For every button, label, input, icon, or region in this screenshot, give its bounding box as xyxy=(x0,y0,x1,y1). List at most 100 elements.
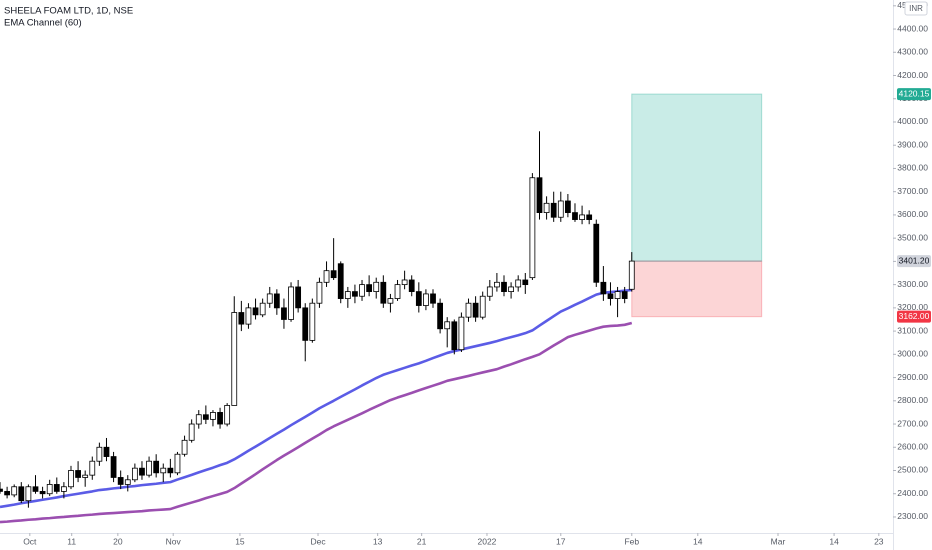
currency-box xyxy=(904,1,928,16)
y-tick-label: 4300.00 xyxy=(897,47,928,57)
candle-body xyxy=(53,484,60,492)
candle-body xyxy=(18,486,25,502)
candle-body xyxy=(394,284,401,299)
x-tick-label: 21 xyxy=(417,536,427,546)
x-tick-label: Oct xyxy=(23,536,37,546)
candle-body xyxy=(330,270,337,279)
candle-body xyxy=(238,312,245,325)
candle-body xyxy=(32,486,39,492)
candle-body xyxy=(188,423,195,441)
candle-body xyxy=(437,302,443,330)
candle-body xyxy=(501,281,507,292)
candle-body xyxy=(557,200,564,218)
y-tick-label: 3900.00 xyxy=(897,139,928,149)
x-tick-label: 14 xyxy=(693,536,703,546)
candle-body xyxy=(131,467,138,481)
stop-zone xyxy=(631,260,763,318)
candle-body xyxy=(75,470,81,478)
y-tick-label: 2800.00 xyxy=(897,395,928,405)
price-badge-label: 3401.20 xyxy=(899,255,930,265)
candle-body xyxy=(167,467,174,474)
candle-body xyxy=(96,446,103,462)
price-badge xyxy=(897,310,931,323)
x-tick-label: Nov xyxy=(166,536,182,546)
candle-body xyxy=(359,284,365,297)
candle-body xyxy=(628,260,635,290)
candle-body xyxy=(550,202,557,218)
candle-body xyxy=(110,456,117,478)
candle-body xyxy=(25,486,32,502)
candle-body xyxy=(465,302,472,318)
candle-body xyxy=(103,446,110,457)
y-tick-label: 3800.00 xyxy=(897,163,928,173)
candle-body xyxy=(366,284,373,292)
candle-body xyxy=(508,286,514,292)
price-badge-label: 3162.00 xyxy=(899,311,930,321)
price-badge xyxy=(897,255,931,268)
y-tick-label: 3100.00 xyxy=(897,325,928,335)
candle-body xyxy=(68,470,74,488)
candle-body xyxy=(572,212,578,220)
x-tick-label: 17 xyxy=(556,536,566,546)
candle-body xyxy=(479,295,486,318)
candle-body xyxy=(387,298,394,304)
candle-body xyxy=(522,279,529,286)
candle-body xyxy=(600,281,607,295)
candle-body xyxy=(352,291,358,297)
y-tick-label: 3600.00 xyxy=(897,209,928,219)
candle-body xyxy=(61,486,67,492)
plot-area xyxy=(0,93,763,524)
candle-body xyxy=(174,453,181,474)
x-tick-label: 13 xyxy=(373,536,383,546)
candle-body xyxy=(494,281,500,288)
candle-body xyxy=(451,321,458,351)
candle-body xyxy=(515,279,522,288)
candle-body xyxy=(586,214,593,220)
y-tick-label: 2500.00 xyxy=(897,465,928,475)
candle-body xyxy=(614,291,621,299)
candle-body xyxy=(82,474,89,478)
chart-title: SHEELA FOAM LTD, 1D, NSE xyxy=(4,6,133,17)
candle-body xyxy=(210,412,216,420)
candle-body xyxy=(160,467,167,474)
candle-body xyxy=(11,486,18,496)
x-tick-label: 2022 xyxy=(478,536,497,546)
candle-body xyxy=(266,293,273,304)
ema-line xyxy=(0,288,632,509)
candle-body xyxy=(486,286,493,297)
candle-body xyxy=(401,279,408,286)
x-tick-label: 20 xyxy=(113,536,123,546)
target-zone xyxy=(631,93,763,262)
y-tick-label: 2700.00 xyxy=(897,418,928,428)
currency-label: INR xyxy=(909,4,923,13)
candle-body xyxy=(529,177,536,279)
candle-body xyxy=(139,467,145,476)
candle-body xyxy=(621,291,628,299)
y-tick-label: 2400.00 xyxy=(897,488,928,498)
candle-body xyxy=(536,177,543,213)
candle-body xyxy=(89,460,96,476)
candle-body xyxy=(408,279,415,292)
candle-body xyxy=(0,488,3,492)
candle-body xyxy=(281,307,287,320)
x-tick-label: Dec xyxy=(310,536,326,546)
candle-body xyxy=(380,281,387,304)
candle-body xyxy=(458,316,465,351)
y-tick-label: 3300.00 xyxy=(897,279,928,289)
candle-body xyxy=(430,293,436,304)
candle-body xyxy=(593,223,600,283)
y-tick-label: 3000.00 xyxy=(897,349,928,359)
candle-body xyxy=(323,270,330,283)
y-tick-label: 2900.00 xyxy=(897,372,928,382)
candle-body xyxy=(153,460,160,474)
candle-body xyxy=(195,414,202,425)
y-tick-label: 3200.00 xyxy=(897,302,928,312)
x-tick-label: 15 xyxy=(235,536,245,546)
x-tick-label: 23 xyxy=(874,536,884,546)
candle-body xyxy=(423,293,429,306)
y-tick-label: 4200.00 xyxy=(897,70,928,80)
y-tick-label: 4400.00 xyxy=(897,23,928,33)
candle-body xyxy=(146,460,152,476)
